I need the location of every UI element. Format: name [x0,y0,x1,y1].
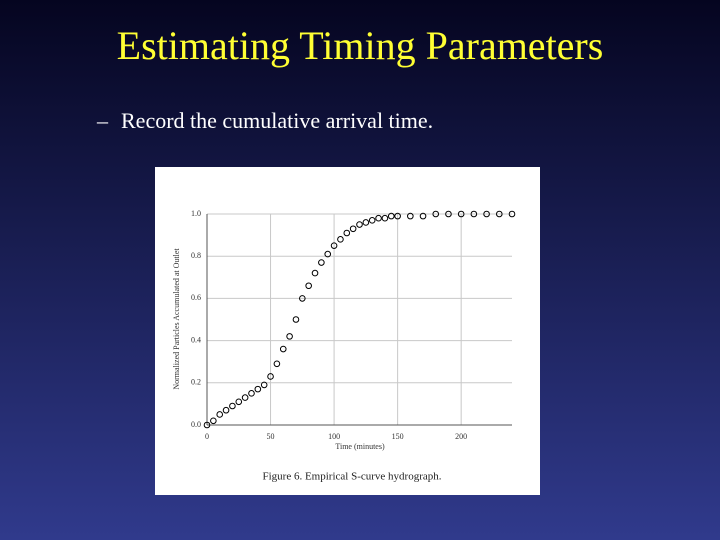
data-point [457,210,465,218]
bullet-marker: – [96,108,109,133]
data-point [470,210,478,218]
data-point [407,212,414,220]
data-point [311,269,319,277]
data-point [222,406,230,414]
plot: 0.0 0.2 0.4 0.6 0.8 1.0 0 50 100 150 200 [191,209,516,441]
data-point [210,417,217,425]
data-point [248,390,255,397]
y-tick-label: 0.6 [191,293,201,302]
data-point [203,421,211,429]
x-tick-label: 150 [392,432,404,441]
data-point [343,229,351,237]
data-point [241,394,249,401]
data-point [483,210,490,218]
data-point [254,385,262,393]
data-point [349,225,357,233]
figure-panel [155,167,540,495]
data-point [216,411,224,418]
data-point [273,360,281,368]
data-point [495,210,503,218]
x-axis-label: Time (minutes) [335,442,385,451]
data-point [432,210,440,218]
slide-title: Estimating Timing Parameters [117,23,604,68]
data-point [330,242,338,249]
x-tick-label: 100 [328,432,340,441]
bullet-text: Record the cumulative arrival time. [121,108,433,133]
data-point [235,398,243,406]
data-point [279,345,287,353]
data-point [318,259,325,266]
data-point [324,250,332,258]
data-point [419,212,427,220]
data-point [267,373,274,380]
y-tick-label: 0.0 [191,420,201,429]
data-point [375,214,382,222]
data-point [292,316,300,323]
figure-caption: Figure 6. Empirical S-curve hydrograph. [262,471,441,483]
data-point [356,221,363,228]
data-point [368,217,376,224]
data-point [387,212,395,220]
data-point [260,381,268,389]
data-point [299,295,306,302]
x-tick-label: 50 [267,432,275,441]
data-point [381,214,389,222]
data-point [445,210,452,218]
x-tick-label: 0 [205,432,209,441]
data-point [508,210,516,218]
x-tick-label: 200 [455,432,467,441]
data-point [305,282,312,290]
data-point [286,333,293,340]
data-point [337,236,344,243]
y-tick-label: 1.0 [191,209,201,218]
y-axis-label: Normalized Particles Accumulated at Outl… [172,248,181,390]
data-point [362,219,370,226]
data-point [394,212,401,220]
y-tick-label: 0.2 [191,378,201,387]
y-tick-label: 0.8 [191,251,201,260]
y-tick-label: 0.4 [191,335,201,344]
data-point [229,402,236,410]
